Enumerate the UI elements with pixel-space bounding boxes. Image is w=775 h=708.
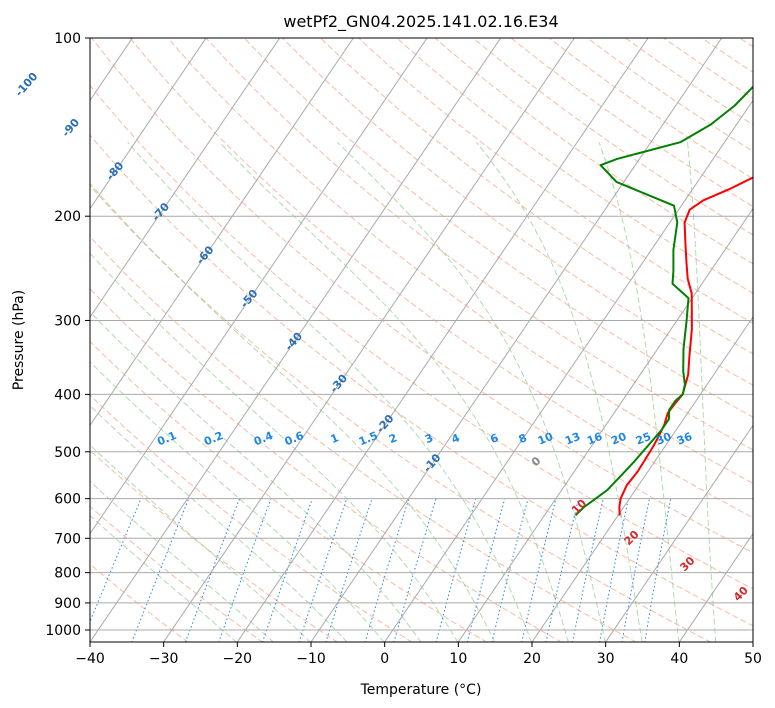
grid-layer (90, 38, 753, 642)
mixing-ratio-label: 3 (423, 431, 435, 446)
isotherm-line (90, 38, 354, 427)
plot-frame (89, 37, 754, 643)
y-tick-label: 700 (54, 531, 81, 547)
mixing-ratio-label: 30 (654, 430, 673, 448)
mixing-ratio-label: 1 (329, 431, 341, 446)
dry-adiabat-line (91, 38, 753, 554)
mixing-ratio-line (298, 498, 348, 642)
mixing-ratio-line (393, 498, 437, 642)
y-tick-label: 200 (54, 209, 81, 225)
x-tick-label: 50 (744, 651, 762, 667)
dry-adiabat-line (320, 38, 753, 355)
x-tick-label: 10 (449, 651, 467, 667)
y-tick-label: 900 (54, 596, 81, 612)
isotherm-line (678, 532, 753, 642)
x-tick-label: 0 (380, 651, 389, 667)
isotherm-line (384, 99, 753, 642)
mixing-ratio-label: 16 (585, 430, 604, 448)
mixing-ratio-label: 25 (634, 430, 653, 448)
dewpoint-profile-line (574, 85, 753, 517)
mixing-ratio-line (435, 498, 477, 642)
mixing-ratio-line (491, 498, 529, 642)
y-axis-label: Pressure (hPa) (11, 290, 27, 390)
x-tick-label: 30 (597, 651, 615, 667)
dry-adiabat-line (129, 38, 753, 519)
dry-adiabat-line (90, 134, 753, 627)
dry-adiabat-line (281, 38, 753, 386)
mixing-ratio-label: 20 (609, 430, 628, 448)
mixing-ratio-line (131, 498, 190, 642)
x-tick-label: 40 (670, 651, 688, 667)
isotherm-line (310, 38, 723, 642)
isotherm-line (163, 38, 575, 642)
isotherm-line (236, 38, 649, 642)
ticks-layer: −40 −30 −20 −10 0 10 20 30 40 50 100 200 300 400 500 60… (45, 31, 762, 667)
y-tick-label: 600 (54, 492, 81, 508)
x-axis-label: Temperature (°C) (360, 682, 482, 698)
series-layer (574, 85, 753, 517)
mixing-ratio-line (571, 498, 604, 642)
mixing-ratio-label: 10 (536, 430, 555, 448)
isotherm-line (90, 38, 428, 535)
y-tick-label: 100 (54, 31, 81, 47)
y-tick-label: 500 (54, 445, 81, 461)
temperature-profile-line (618, 176, 753, 516)
x-tick-label: −10 (296, 651, 326, 667)
mixing-ratio-line (325, 498, 373, 642)
y-tick-label: 300 (54, 313, 81, 329)
y-tick-label: 800 (54, 566, 81, 582)
x-tick-label: −30 (149, 651, 179, 667)
mixing-ratio-line (466, 498, 506, 642)
dry-adiabat-line (90, 84, 753, 590)
dry-adiabat-line (90, 563, 189, 642)
x-tick-label: −40 (75, 651, 105, 667)
y-tick-label: 400 (54, 387, 81, 403)
chart-title: wetPf2_GN04.2025.141.02.16.E34 (283, 12, 558, 32)
dry-adiabat-line (396, 38, 753, 294)
dry-adiabat-line (358, 38, 753, 324)
x-tick-label: −20 (223, 651, 253, 667)
mixing-ratio-label: 8 (517, 431, 529, 446)
isotherm-line (90, 38, 207, 210)
isotherm-line (605, 424, 753, 642)
x-tick-label: 20 (523, 651, 541, 667)
dry-adiabat-line (90, 236, 637, 642)
mixing-ratio-line (545, 498, 579, 642)
mixing-ratio-label: 36 (675, 430, 694, 448)
mixing-ratio-line (521, 498, 557, 642)
isotherm-line (90, 38, 502, 642)
mixing-ratio-line (218, 498, 272, 642)
isotherm-line (90, 38, 281, 318)
y-tick-label: 1000 (45, 623, 81, 639)
mixing-ratio-label: 2 (387, 431, 399, 446)
mixing-ratio-line (262, 498, 313, 642)
dry-adiabat-line (90, 287, 563, 642)
mixing-ratio-line (364, 498, 410, 642)
mixing-ratio-line (185, 498, 241, 642)
mixing-ratio-label: 13 (563, 430, 582, 448)
dry-adiabat-line (205, 38, 753, 451)
isotherm-line (531, 316, 753, 642)
isotherm-line (457, 207, 753, 642)
